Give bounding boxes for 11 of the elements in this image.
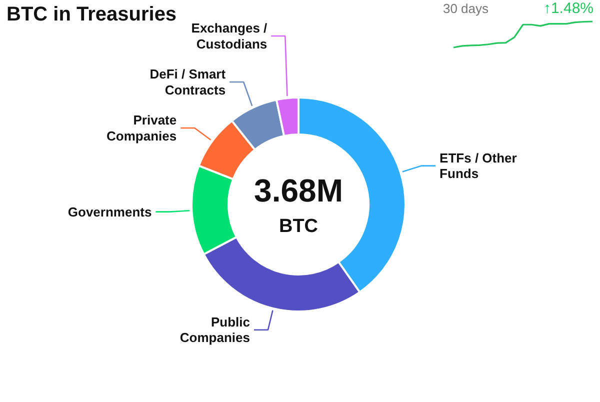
slice-label: ETFs / Other Funds	[440, 150, 517, 182]
slice-label: Governments	[68, 204, 152, 220]
slice-label: DeFi / Smart Contracts	[150, 66, 226, 98]
slice-label: Public Companies	[180, 314, 250, 346]
slice-label: Private Companies	[106, 112, 177, 144]
slice-label: Exchanges / Custodians	[191, 20, 268, 52]
text: BTC	[278, 216, 318, 237]
chart-title: 30 days	[442, 1, 489, 16]
text: ↑1.48%	[543, 0, 594, 17]
chart-title: BTC in Treasuries	[6, 4, 177, 26]
text: 3.68M	[254, 172, 343, 208]
